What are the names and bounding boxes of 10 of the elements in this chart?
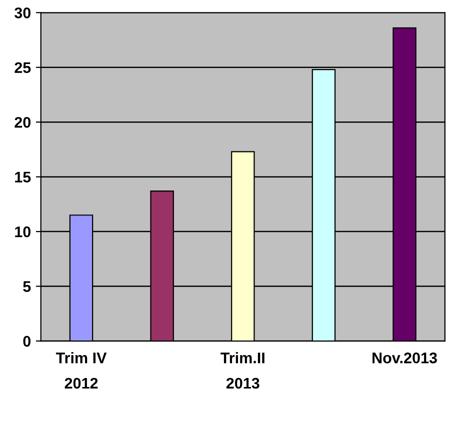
y-tick-label: 10 — [15, 226, 31, 238]
x-tick-label: Nov.2013 — [372, 352, 437, 364]
y-tick-label: 0 — [23, 336, 31, 347]
y-tick-label: 15 — [15, 172, 31, 183]
x-tick-label: Trim IV 2012 — [56, 352, 107, 389]
y-tick-label: 30 — [14, 8, 31, 18]
x-tick-label: Trim.II 2013 — [220, 352, 264, 389]
y-tick-label: 5 — [23, 281, 31, 292]
y-tick-label: 25 — [14, 62, 31, 74]
y-tick-label: 20 — [14, 116, 31, 128]
